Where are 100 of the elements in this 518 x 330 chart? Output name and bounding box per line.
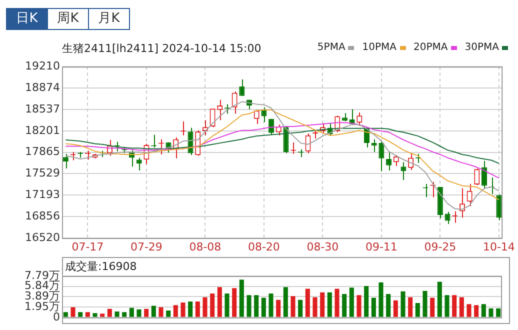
y-tick-label: 17193 — [25, 188, 60, 201]
y-tick-label: 18874 — [25, 80, 60, 94]
chart-title: 成交量:16908 — [65, 259, 137, 274]
bar — [85, 312, 90, 317]
candlestick — [202, 120, 208, 136]
x-tick-label: 08-08 — [189, 240, 222, 254]
candlestick — [400, 162, 406, 181]
bar — [268, 293, 274, 317]
bar — [180, 302, 186, 317]
bar — [276, 300, 281, 317]
y-tick-label: 19210 — [25, 59, 60, 72]
bar — [430, 298, 435, 317]
legend-label: 20PMA — [414, 42, 448, 53]
bar — [459, 297, 464, 317]
bar — [254, 295, 259, 317]
bar — [415, 303, 420, 317]
bar — [107, 308, 112, 317]
bar — [92, 313, 98, 317]
bar — [422, 290, 428, 317]
bar — [371, 298, 376, 317]
candlestick — [136, 157, 142, 171]
bar — [78, 312, 83, 317]
y-tick-label: 18201 — [25, 124, 60, 137]
x-tick-label: 09-11 — [365, 240, 398, 254]
bar — [452, 295, 457, 317]
y-tick-label: 5.84万 — [24, 279, 60, 292]
bar — [378, 282, 384, 317]
candlestick — [496, 194, 502, 221]
candlestick — [466, 183, 472, 207]
bar — [349, 288, 354, 317]
bar — [437, 282, 442, 317]
bar — [312, 297, 318, 317]
bar — [488, 308, 494, 317]
bar — [100, 314, 105, 317]
bar — [224, 293, 230, 317]
y-tick-label: 17529 — [25, 166, 60, 180]
bar — [466, 304, 472, 317]
candlestick — [386, 152, 392, 171]
bar — [496, 308, 501, 317]
candlestick — [378, 140, 384, 172]
bar — [166, 310, 171, 317]
legend-label: 30PMA — [464, 42, 499, 53]
bar — [298, 300, 303, 317]
candlestick — [444, 211, 450, 224]
bar — [70, 307, 76, 317]
bar — [202, 297, 208, 317]
bar — [188, 301, 193, 317]
x-tick-label: 08-20 — [248, 240, 280, 254]
candlestick — [261, 106, 267, 123]
bar — [290, 296, 296, 317]
bar — [261, 298, 266, 317]
bar — [232, 288, 237, 317]
y-tick-label: 16520 — [25, 230, 60, 244]
candlestick — [356, 112, 362, 126]
candlestick — [62, 153, 68, 170]
bar — [408, 297, 413, 317]
x-tick-label: 07-17 — [72, 240, 104, 254]
y-tick-label: 17865 — [25, 145, 60, 158]
bar — [210, 293, 215, 317]
text: 月K — [88, 8, 130, 30]
bar — [129, 308, 134, 317]
bar — [400, 291, 406, 317]
y-tick-label: 18537 — [25, 102, 60, 116]
bar — [356, 295, 362, 317]
bar — [173, 305, 178, 317]
legend-label: 10PMA — [362, 42, 397, 53]
candlestick — [305, 133, 311, 154]
candlestick — [481, 160, 487, 190]
bar — [320, 292, 325, 317]
bar — [393, 300, 398, 317]
candlestick — [239, 78, 245, 96]
legend-label: 5PMA — [317, 42, 346, 53]
bar — [114, 312, 120, 317]
candlestick — [232, 90, 238, 114]
y-tick-label: 16856 — [25, 209, 60, 222]
bar — [136, 309, 142, 317]
x-tick-label: 10-14 — [482, 240, 515, 254]
candlestick — [268, 118, 274, 136]
y-tick-label: 7.79万 — [24, 268, 60, 282]
x-tick-label: 07-29 — [130, 240, 162, 254]
bar — [474, 305, 479, 317]
bar — [444, 295, 450, 317]
bar — [158, 307, 164, 317]
chart-title: 生猪2411[lh2411] 2024-10-14 15:00 — [62, 41, 262, 56]
bar — [342, 294, 347, 317]
bar — [481, 304, 486, 317]
x-tick-label: 09-25 — [424, 240, 456, 254]
bar — [122, 312, 127, 317]
y-tick-label: 0 — [53, 310, 60, 324]
bar — [246, 295, 252, 317]
bar — [364, 286, 369, 317]
bar — [144, 308, 149, 317]
bar — [217, 287, 222, 317]
text: 周K — [47, 8, 89, 30]
bar — [195, 301, 200, 317]
bar — [327, 292, 332, 317]
bar — [63, 312, 68, 317]
candlestick — [217, 99, 223, 121]
candlestick — [474, 168, 480, 186]
bar — [334, 288, 340, 317]
